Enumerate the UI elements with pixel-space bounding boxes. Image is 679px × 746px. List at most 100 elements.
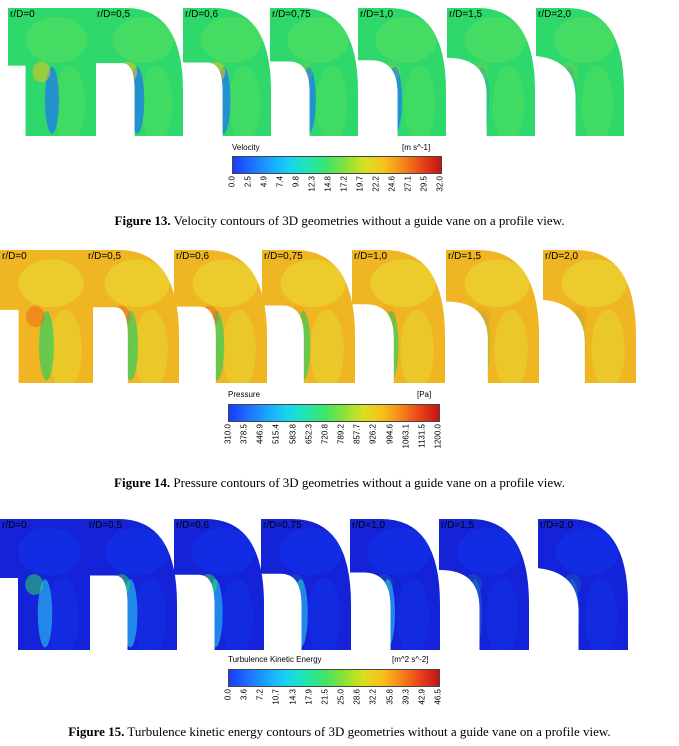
- tke-contour-panel: r/D=0: [0, 519, 90, 650]
- pressure-panel-label: r/D=0,6: [176, 251, 210, 262]
- pressure-contour-plot: [446, 250, 539, 383]
- pressure-contour-panel: r/D=1,0: [352, 250, 445, 383]
- tke-panel-label: r/D=0,6: [176, 520, 210, 531]
- pressure-panel-label: r/D=0,75: [264, 251, 303, 262]
- figure-tke: r/D=0 r/D=0,5 r/D=0,6 r/D=0,75 r/D=1,0 r/D=1,…: [0, 515, 679, 746]
- pressure-colorbar-tick-label: 652.3: [304, 424, 314, 445]
- pressure-colorbar-ticks: 310.0 378.5 446.9 515.4 583.8 652.3 720.8 789.2…: [224, 424, 443, 454]
- pressure-colorbar-unit: [Pa]: [417, 390, 432, 399]
- pressure-colorbar-tick-label: 446.9: [255, 424, 265, 445]
- pressure-contour-panel: r/D=0,5: [86, 250, 179, 383]
- pressure-contour-panel: r/D=0: [0, 250, 93, 383]
- pressure-contour-plot: [174, 250, 267, 383]
- pressure-colorbar-tick-label: 378.5: [239, 424, 249, 445]
- tke-contour-plot: [87, 519, 177, 650]
- velocity-colorbar-tick-label: 9.8: [291, 176, 301, 188]
- pressure-colorbar-tick-label: 515.4: [271, 424, 281, 445]
- velocity-colorbar-tick-label: 14.8: [323, 176, 333, 192]
- velocity-colorbar-tick-label: 32.0: [435, 176, 445, 192]
- tke-colorbar-tick-label: 35.8: [385, 689, 395, 705]
- tke-colorbar-unit: [m^2 s^-2]: [392, 655, 429, 664]
- velocity-contour-plot: [8, 8, 96, 136]
- velocity-panel-label: r/D=0,6: [185, 9, 219, 20]
- velocity-colorbar-tick-label: 29.5: [419, 176, 429, 192]
- tke-contour-panel: r/D=1,0: [350, 519, 440, 650]
- velocity-contour-panel: r/D=2,0: [536, 8, 624, 136]
- pressure-colorbar-tick-label: 583.8: [288, 424, 298, 445]
- velocity-colorbar-tick-label: 22.2: [371, 176, 381, 192]
- tke-colorbar-ticks: 0.0 3.6 7.2 10.7 14.3 17.9 21.5 25.0 28.6 32.2 35.…: [224, 689, 443, 719]
- pressure-contour-panel: r/D=1,5: [446, 250, 539, 383]
- tke-colorbar-tick-label: 28.6: [352, 689, 362, 705]
- tke-contour-panel: r/D=1,5: [439, 519, 529, 650]
- pressure-contour-panel: r/D=0,6: [174, 250, 267, 383]
- pressure-colorbar-tick-label: 926.2: [368, 424, 378, 445]
- pressure-colorbar-tick-label: 857.7: [352, 424, 362, 445]
- figure-13-caption: Figure 13. Velocity contours of 3D geome…: [0, 213, 679, 229]
- pressure-colorbar-tick-label: 789.2: [336, 424, 346, 445]
- tke-contour-plot: [439, 519, 529, 650]
- tke-colorbar-tick-label: 7.2: [255, 689, 265, 701]
- tke-contour-plot: [538, 519, 628, 650]
- velocity-panel-label: r/D=2,0: [538, 9, 572, 20]
- tke-contour-plot: [261, 519, 351, 650]
- figure-13-caption-text: Velocity contours of 3D geometries witho…: [170, 213, 565, 228]
- tke-colorbar-tick-label: 25.0: [336, 689, 346, 705]
- figure-13-caption-label: Figure 13.: [114, 213, 171, 228]
- velocity-contour-panel: r/D=0,75: [270, 8, 358, 136]
- figure-15-caption-text: Turbulence kinetic energy contours of 3D…: [124, 724, 611, 739]
- pressure-panel-label: r/D=2,0: [545, 251, 579, 262]
- pressure-contour-panel: r/D=2,0: [543, 250, 636, 383]
- pressure-colorbar-tick-label: 1063.1: [401, 424, 411, 449]
- velocity-panel-label: r/D=0: [10, 9, 35, 20]
- pressure-colorbar-title: Pressure: [228, 390, 261, 399]
- figure-15-caption-label: Figure 15.: [68, 724, 125, 739]
- tke-colorbar-tick-label: 32.2: [368, 689, 378, 705]
- pressure-contour-plot: [262, 250, 355, 383]
- pressure-panel-label: r/D=1,0: [354, 251, 388, 262]
- figure-14-caption-label: Figure 14.: [114, 475, 171, 490]
- tke-contour-panel: r/D=0,6: [174, 519, 264, 650]
- velocity-panel-label: r/D=0,5: [97, 9, 131, 20]
- pressure-colorbar-tick-label: 1200.0: [433, 424, 443, 449]
- pressure-panel-label: r/D=0: [2, 251, 27, 262]
- velocity-panel-label: r/D=1,0: [360, 9, 394, 20]
- tke-contour-plot: [0, 519, 90, 650]
- velocity-contour-plot: [270, 8, 358, 136]
- tke-colorbar-tick-label: 17.9: [304, 689, 314, 705]
- pressure-contour-plot: [86, 250, 179, 383]
- tke-panel-label: r/D=0,75: [263, 520, 302, 531]
- velocity-contour-plot: [95, 8, 183, 136]
- pressure-colorbar-tick-label: 310.0: [223, 424, 233, 445]
- velocity-contour-panel: r/D=0,6: [183, 8, 271, 136]
- velocity-colorbar-title: Velocity: [232, 143, 260, 152]
- velocity-contour-plot: [183, 8, 271, 136]
- tke-colorbar: [228, 669, 440, 687]
- velocity-panel-label: r/D=1,5: [449, 9, 483, 20]
- velocity-colorbar-ticks: 0.0 2.5 4.9 7.4 9.8 12.3 14.8 17.2 19.7 22.2 24.6 2…: [228, 176, 445, 206]
- velocity-contour-panel: r/D=1,5: [447, 8, 535, 136]
- velocity-colorbar-tick-label: 12.3: [307, 176, 317, 192]
- pressure-colorbar-tick-label: 1131.5: [417, 424, 427, 448]
- velocity-colorbar-unit: [m s^-1]: [402, 143, 431, 152]
- tke-colorbar-tick-label: 42.9: [417, 689, 427, 705]
- pressure-panel-label: r/D=0,5: [88, 251, 122, 262]
- tke-contour-plot: [350, 519, 440, 650]
- tke-contour-panel: r/D=0,5: [87, 519, 177, 650]
- tke-contour-plot: [174, 519, 264, 650]
- figure-15-caption: Figure 15. Turbulence kinetic energy con…: [0, 724, 679, 740]
- tke-panel-label: r/D=1,0: [352, 520, 386, 531]
- velocity-colorbar-tick-label: 24.6: [387, 176, 397, 192]
- pressure-colorbar-tick-label: 994.6: [385, 424, 395, 445]
- tke-panel-label: r/D=1,5: [441, 520, 475, 531]
- velocity-panel-label: r/D=0,75: [272, 9, 311, 20]
- tke-panel-label: r/D=0,5: [89, 520, 123, 531]
- tke-panel-label: r/D=0: [2, 520, 27, 531]
- pressure-colorbar-tick-label: 720.8: [320, 424, 330, 445]
- velocity-contour-panel: r/D=0,5: [95, 8, 183, 136]
- pressure-contour-plot: [352, 250, 445, 383]
- velocity-colorbar-tick-label: 19.7: [355, 176, 365, 192]
- figure-velocity: r/D=0 r/D=0,5 r/D=0,6 r/D=0,75 r/D=1,0 r/D=1,…: [0, 0, 679, 235]
- tke-colorbar-tick-label: 39.3: [401, 689, 411, 705]
- velocity-contour-plot: [536, 8, 624, 136]
